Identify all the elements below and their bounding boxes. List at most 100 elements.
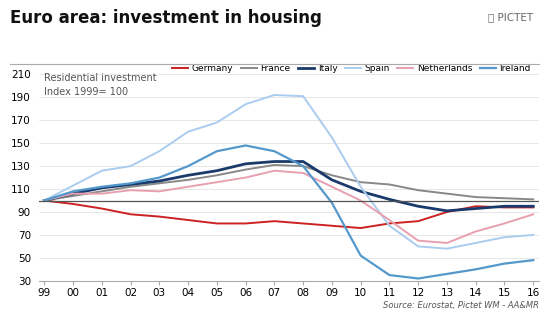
Italy [185,173,191,177]
Spain [415,245,421,248]
France [386,183,393,186]
Spain [98,169,105,173]
France [501,196,508,200]
Germany [213,222,220,225]
France [127,185,134,189]
Spain [271,93,278,97]
Ireland [156,176,163,179]
France [41,199,47,202]
Netherlands [300,171,306,175]
Germany [98,207,105,210]
Italy [501,204,508,208]
Italy [444,209,450,213]
Netherlands [243,176,249,179]
Netherlands [185,185,191,189]
Netherlands [271,169,278,173]
Germany [472,204,479,208]
Ireland [386,273,393,277]
Italy [358,189,364,193]
France [185,178,191,182]
Text: Source: Eurostat, Pictet WM - AA&MR: Source: Eurostat, Pictet WM - AA&MR [383,301,539,310]
Line: Germany: Germany [44,201,534,228]
Italy [243,162,249,166]
Netherlands [444,241,450,245]
Ireland [127,182,134,185]
Germany [530,206,537,209]
France [243,168,249,171]
Netherlands [70,192,76,196]
Netherlands [41,199,47,202]
Line: Spain: Spain [44,95,534,249]
Line: Italy: Italy [44,162,534,211]
France [271,163,278,167]
Germany [41,199,47,202]
Germany [156,215,163,218]
Netherlands [415,239,421,242]
France [70,194,76,198]
Netherlands [386,218,393,222]
Germany [300,222,306,225]
France [358,180,364,184]
Spain [185,130,191,134]
Spain [300,94,306,98]
Netherlands [127,188,134,192]
Germany [415,219,421,223]
Spain [243,102,249,106]
Italy [472,207,479,210]
France [98,189,105,193]
Ireland [444,272,450,276]
France [472,195,479,199]
Germany [358,226,364,230]
Spain [501,235,508,239]
Germany [127,212,134,216]
France [300,164,306,168]
Legend: Germany, France, Italy, Spain, Netherlands, Ireland: Germany, France, Italy, Spain, Netherlan… [168,61,535,77]
Ireland [300,164,306,168]
Italy [213,169,220,173]
Ireland [472,267,479,271]
Italy [530,204,537,208]
Line: France: France [44,165,534,201]
Ireland [358,254,364,257]
Spain [444,247,450,251]
Germany [185,218,191,222]
Germany [243,222,249,225]
France [213,173,220,177]
Ireland [70,189,76,193]
Spain [472,241,479,245]
Netherlands [98,192,105,196]
Italy [386,197,393,201]
Spain [358,185,364,189]
Germany [271,219,278,223]
Ireland [530,258,537,262]
Spain [41,199,47,202]
Netherlands [358,199,364,202]
Netherlands [501,222,508,225]
Italy [98,186,105,190]
Text: Ⓟ PICTET: Ⓟ PICTET [488,12,534,22]
Ireland [328,201,335,205]
Germany [328,224,335,228]
Ireland [271,149,278,153]
Germany [501,206,508,209]
Italy [41,199,47,202]
Italy [156,179,163,183]
Spain [328,136,335,139]
Italy [127,183,134,186]
Germany [70,202,76,206]
Ireland [185,164,191,168]
Spain [530,233,537,237]
Italy [415,204,421,208]
Germany [386,222,393,225]
Netherlands [328,185,335,189]
Ireland [243,144,249,147]
Germany [444,210,450,214]
Ireland [415,277,421,280]
France [415,188,421,192]
Line: Netherlands: Netherlands [44,171,534,243]
France [156,182,163,185]
Spain [156,149,163,153]
Spain [386,224,393,228]
Text: Euro area: investment in housing: Euro area: investment in housing [10,9,322,27]
Spain [70,184,76,188]
